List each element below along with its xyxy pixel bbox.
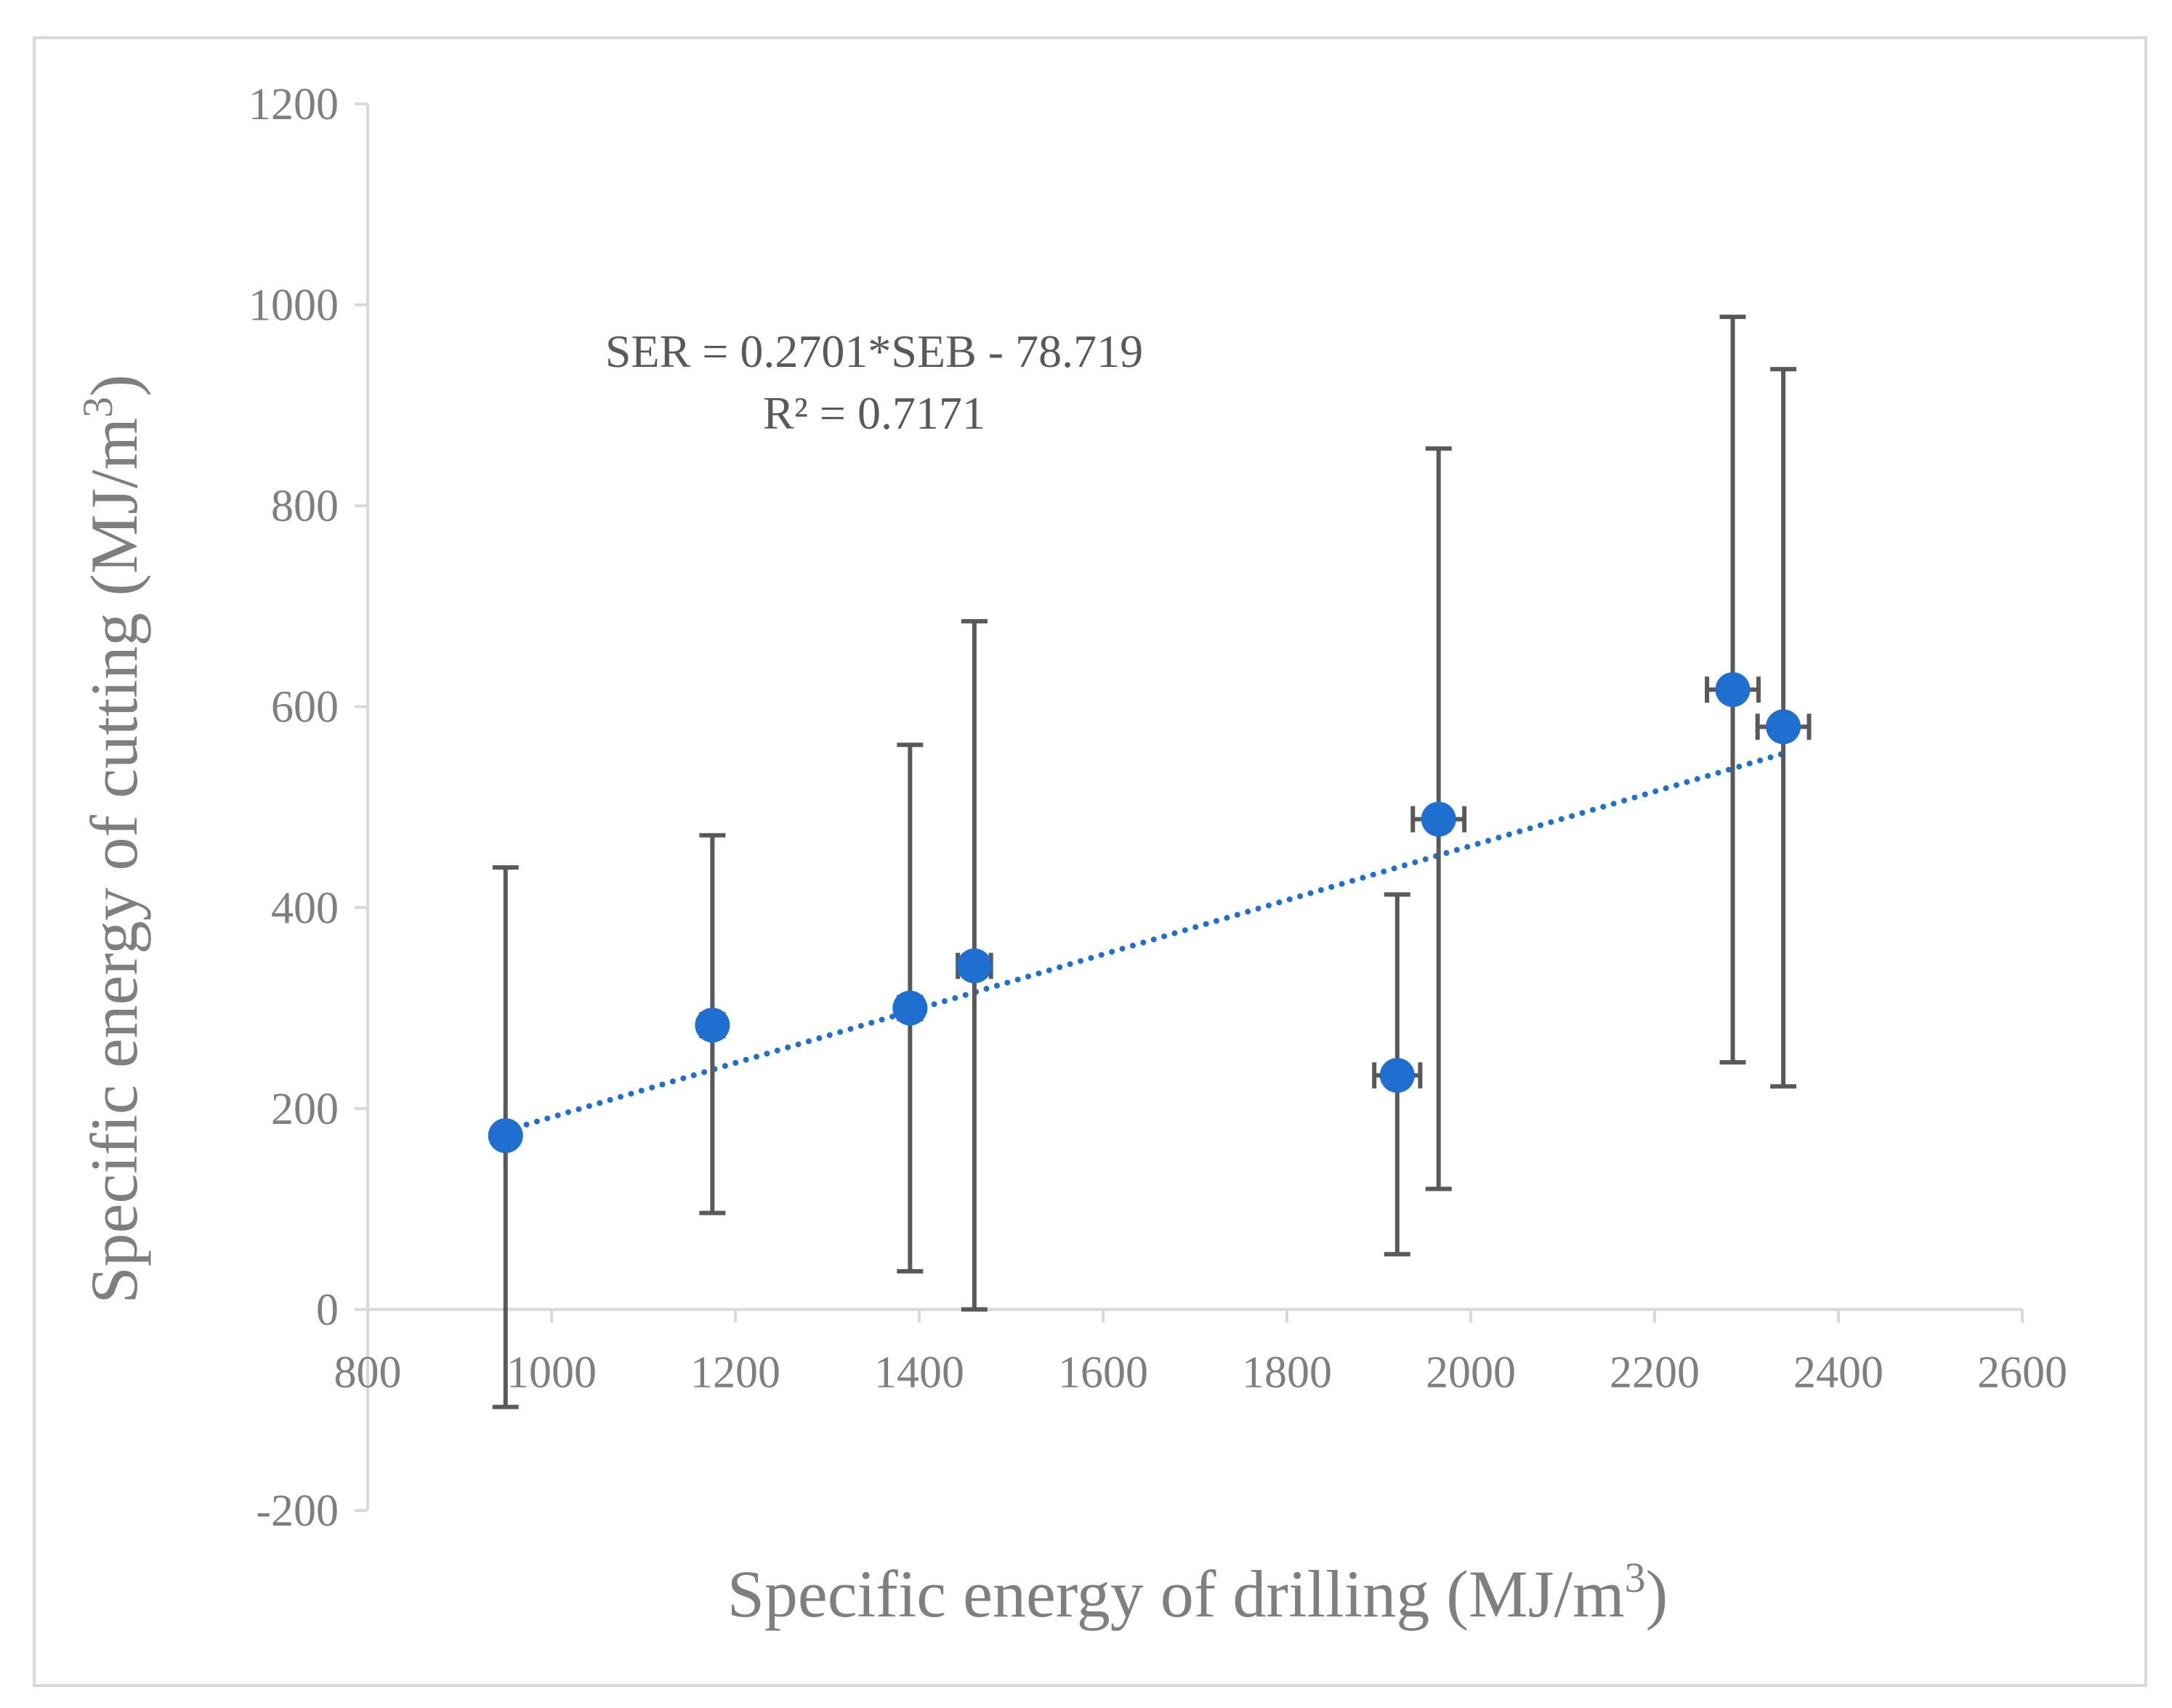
x-tick-label: 1800 [1242,1348,1332,1397]
x-tick-label: 800 [334,1348,402,1397]
y-axis-title-close: ) [77,374,151,397]
data-point [1379,1058,1415,1093]
data-point [1766,709,1801,745]
x-tick-label: 2600 [1977,1348,2067,1397]
data-point [488,1118,523,1154]
x-tick-label: 2400 [1793,1348,1884,1397]
x-tick-label: 2200 [1610,1348,1700,1397]
data-point [695,1008,730,1043]
x-axis-title-close: ) [1646,1557,1668,1631]
y-tick-label: 800 [271,482,339,531]
r-squared-label: R² = 0.7171 [763,387,985,439]
trendline-group [502,750,1787,1134]
x-axis-title-text: Specific energy of drilling (MJ/m [727,1557,1625,1631]
y-axis-title-superscript: 3 [74,397,121,418]
data-point [1715,672,1751,708]
y-tick-label: 200 [271,1085,339,1134]
x-tick-label: 1400 [874,1348,964,1397]
x-tick-label: 1200 [690,1348,780,1397]
y-tick-label: 600 [271,683,339,732]
x-tick-label: 2000 [1426,1348,1516,1397]
y-tick-label: 400 [271,883,339,933]
data-point [956,948,992,984]
data-point [1421,801,1456,837]
trendline-equation: SER = 0.2701*SEB - 78.719 [605,325,1143,377]
y-axis-title-text: Specific energy of cutting (MJ/m [77,418,151,1304]
x-axis-title: Specific energy of drilling (MJ/m3) [727,1554,1668,1631]
y-tick-label: 1200 [249,80,339,129]
trendline [502,750,1787,1134]
x-tick-label: 1600 [1058,1348,1148,1397]
x-axis-title-superscript: 3 [1625,1554,1646,1601]
data-points [488,672,1801,1154]
data-point [892,990,928,1026]
y-tick-label: 0 [316,1285,339,1335]
chart-frame [33,36,2147,1687]
x-tick-label: 1000 [506,1348,597,1397]
y-tick-label: 1000 [249,281,339,331]
y-tick-label: -200 [256,1486,339,1536]
y-axis-title: Specific energy of cutting (MJ/m3) [74,374,151,1303]
axes: -200 0 200 400 600 800 1000 1200 800 1000 1200 1400… [249,80,2067,1536]
